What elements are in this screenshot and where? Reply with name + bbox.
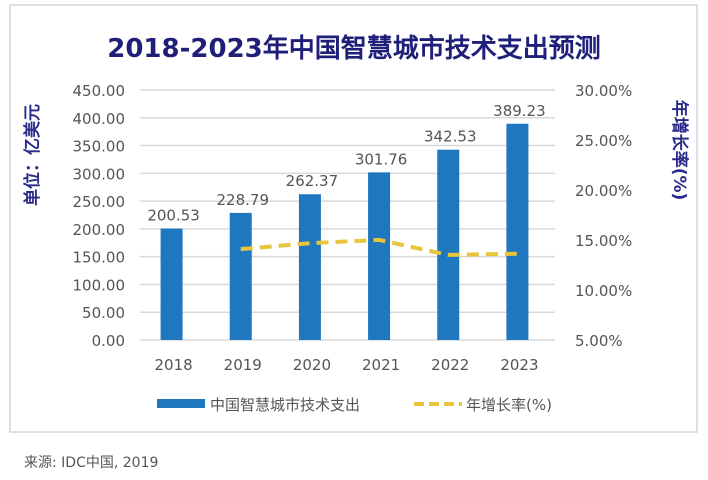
y-tick-label: 200.00 <box>73 221 126 239</box>
x-tick-label: 2018 <box>154 356 192 374</box>
legend-label-line: 年增长率(%) <box>466 396 552 414</box>
y2-tick-label: 20.00% <box>575 182 632 200</box>
y2-tick-label: 25.00% <box>575 132 632 150</box>
source-note: 来源: IDC中国, 2019 <box>24 455 158 471</box>
y2-axis-title: 年增长率(%) <box>669 100 690 201</box>
data-label: 228.79 <box>217 191 270 209</box>
bar <box>298 194 321 340</box>
y-tick-label: 350.00 <box>73 138 126 156</box>
legend-swatch-bar <box>157 399 205 408</box>
data-label: 262.37 <box>286 172 339 190</box>
y2-tick-label: 10.00% <box>575 282 632 300</box>
x-tick-label: 2019 <box>224 356 262 374</box>
y-tick-label: 400.00 <box>73 110 126 128</box>
bar <box>160 228 183 340</box>
y-tick-label: 450.00 <box>73 82 126 100</box>
bar <box>229 212 252 340</box>
y-tick-label: 100.00 <box>73 276 126 294</box>
x-tick-label: 2020 <box>293 356 331 374</box>
y-tick-label: 0.00 <box>92 332 125 350</box>
x-tick-label: 2023 <box>500 356 538 374</box>
bar <box>437 149 460 340</box>
data-label: 342.53 <box>424 128 477 146</box>
y-tick-label: 300.00 <box>73 165 126 183</box>
growth-rate-line <box>240 237 518 257</box>
legend: 中国智慧城市技术支出 年增长率(%) <box>157 396 552 414</box>
data-label: 200.53 <box>147 207 200 225</box>
y-axis-title: 单位：亿美元 <box>22 104 43 206</box>
x-tick-label: 2021 <box>362 356 400 374</box>
y2-tick-label: 30.00% <box>575 82 632 100</box>
data-label: 301.76 <box>355 150 408 168</box>
y-tick-label: 250.00 <box>73 193 126 211</box>
chart-title: 2018-2023年中国智慧城市技术支出预测 <box>107 33 601 64</box>
y2-tick-label: 15.00% <box>575 232 632 250</box>
legend-label-bar: 中国智慧城市技术支出 <box>210 396 360 414</box>
x-tick-label: 2022 <box>431 356 469 374</box>
bar <box>368 172 391 340</box>
data-label: 389.23 <box>493 102 546 120</box>
y-tick-label: 50.00 <box>82 304 125 322</box>
y2-tick-label: 5.00% <box>575 332 623 350</box>
chart-frame <box>9 4 698 433</box>
y-tick-label: 150.00 <box>73 249 126 267</box>
bar <box>506 123 529 340</box>
